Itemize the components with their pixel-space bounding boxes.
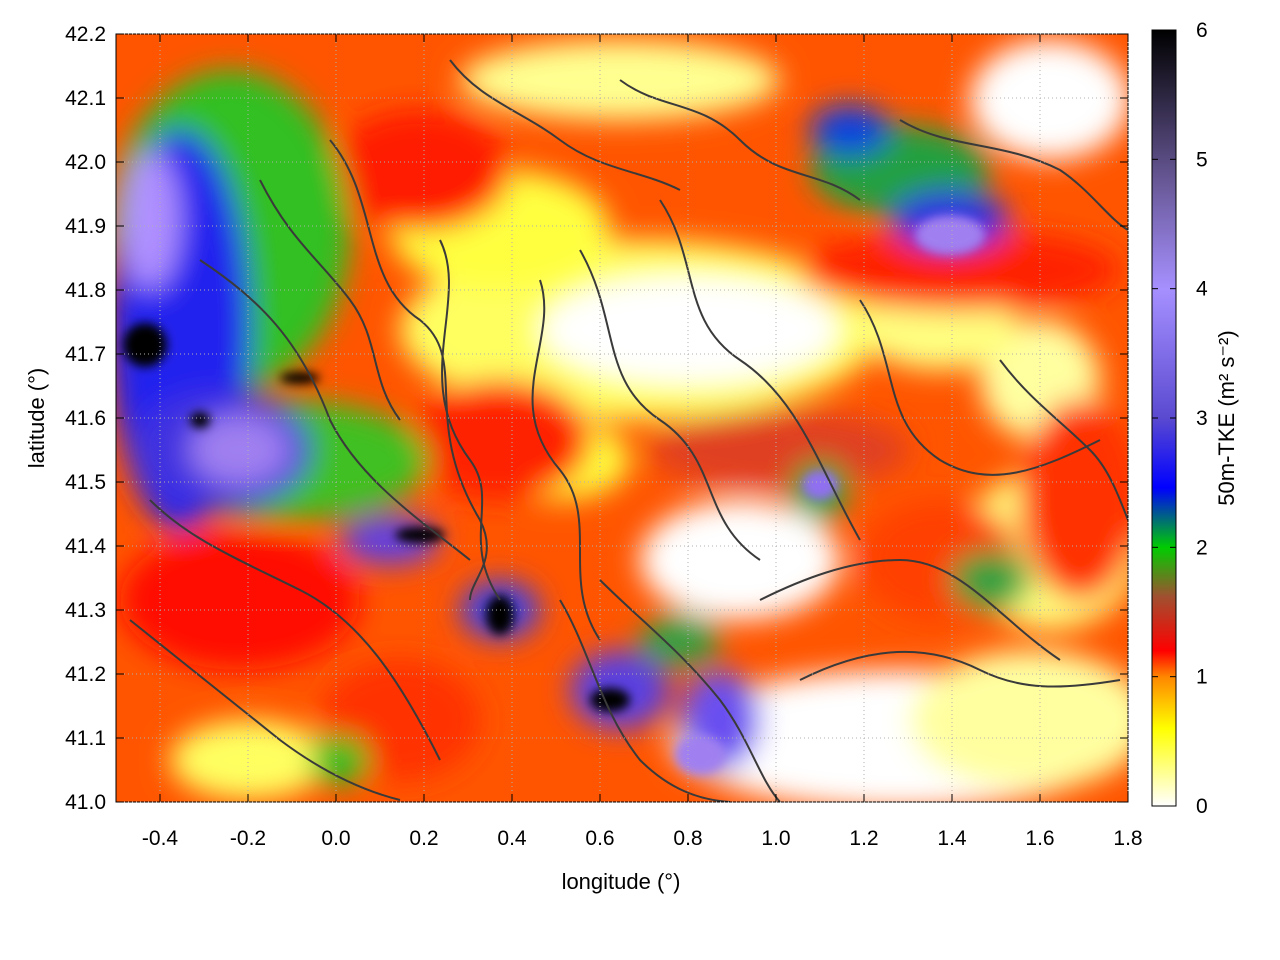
colorbar-tick-label: 6 — [1196, 19, 1208, 42]
y-tick-label: 41.5 — [65, 471, 106, 494]
y-tick-label: 41.0 — [65, 791, 106, 814]
colorbar-tick-label: 1 — [1196, 666, 1208, 689]
x-tick-label: 1.6 — [1025, 827, 1054, 850]
y-tick-label: 41.8 — [65, 279, 106, 302]
y-tick-label: 42.0 — [65, 151, 106, 174]
x-axis-label: longitude (°) — [562, 869, 681, 894]
x-tick-label: 0.4 — [497, 827, 527, 850]
y-tick-label: 42.2 — [65, 23, 106, 46]
colorbar-tick-label: 4 — [1196, 278, 1208, 301]
x-tick-label: 1.0 — [761, 827, 790, 850]
x-tick-label: 1.2 — [849, 827, 878, 850]
y-tick-label: 42.1 — [65, 87, 106, 110]
heatmap-field — [116, 34, 1128, 802]
colorbar-tick-label: 2 — [1196, 536, 1208, 559]
x-tick-label: 0.8 — [673, 827, 702, 850]
x-tick-label: -0.2 — [230, 827, 266, 850]
y-tick-label: 41.2 — [65, 663, 106, 686]
y-tick-label: 41.7 — [65, 343, 106, 366]
colorbar-tick-label: 3 — [1196, 407, 1208, 430]
y-tick-label: 41.4 — [65, 535, 106, 558]
y-tick-label: 41.6 — [65, 407, 106, 430]
colorbar-tick-label: 5 — [1196, 148, 1208, 171]
x-tick-label: 0.2 — [409, 827, 438, 850]
x-tick-label: 1.4 — [937, 827, 967, 850]
y-tick-label: 41.3 — [65, 599, 106, 622]
y-tick-label: 41.1 — [65, 727, 106, 750]
x-tick-label: 1.8 — [1113, 827, 1142, 850]
x-tick-label: 0.6 — [585, 827, 614, 850]
y-axis: 41.0 41.1 41.2 41.3 41.4 41.5 41.6 41.7 41.8 41.9… — [65, 23, 1128, 814]
colorbar-ticks: 0 1 2 3 4 5 6 — [1152, 19, 1208, 818]
x-tick-label: -0.4 — [142, 827, 179, 850]
colorbar: 0 1 2 3 4 5 6 50m-TKE (m² s⁻²) — [1151, 19, 1239, 818]
colorbar-label: 50m-TKE (m² s⁻²) — [1214, 330, 1239, 505]
y-axis-label: latitude (°) — [24, 368, 49, 469]
x-tick-label: 0.0 — [321, 827, 350, 850]
colorbar-tick-label: 0 — [1196, 795, 1208, 818]
y-tick-label: 41.9 — [65, 215, 106, 238]
terrain-contours — [129, 59, 1128, 802]
